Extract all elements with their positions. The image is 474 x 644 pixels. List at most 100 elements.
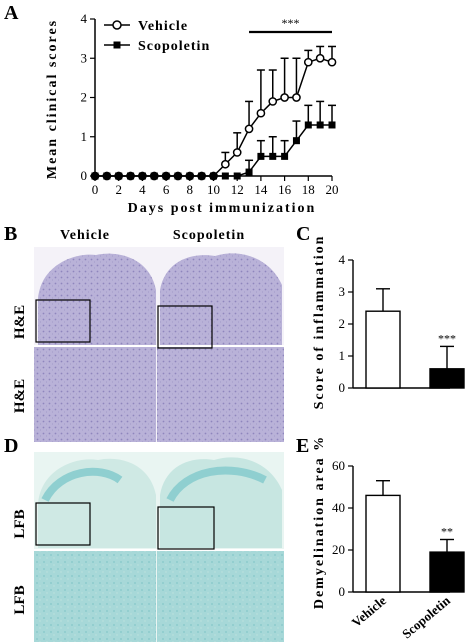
he-section-scopoletin: [160, 253, 282, 345]
chart-a-x-tick-label: 18: [302, 182, 315, 197]
data-point-scopoletin: [115, 172, 123, 180]
legend-label-vehicle: Vehicle: [138, 19, 188, 34]
chart-a-x-tick-label: 4: [139, 182, 146, 197]
panel-label-b: B: [4, 223, 17, 245]
data-point-scopoletin: [103, 172, 111, 180]
chart-a-y-tick-label: 3: [81, 50, 88, 65]
chart-e-ylabel: Demyelination area %: [312, 435, 327, 609]
lfb-histology-panel: LFB LFB: [12, 452, 284, 642]
data-point-vehicle: [303, 57, 313, 67]
chart-a-ylabel: Mean clinical scores: [45, 19, 60, 179]
bar-significance-label: **: [441, 525, 453, 539]
data-point-scopoletin: [245, 168, 253, 176]
he-zoom-scopoletin: [157, 347, 284, 442]
he-section-vehicle: [38, 253, 156, 345]
data-point-scopoletin: [150, 172, 158, 180]
chart-y-tick-label: 2: [339, 316, 346, 331]
data-point-vehicle: [268, 97, 278, 106]
inflammation-bar-chart: Score of inflammation 0 1 2 3 4 ***: [312, 235, 465, 410]
data-point-scopoletin: [174, 172, 182, 180]
lfb-roi-box-scopoletin: [157, 506, 215, 550]
data-point-scopoletin: [292, 137, 300, 145]
chart-a-x-tick-label: 12: [231, 182, 244, 197]
data-point-vehicle: [327, 57, 337, 67]
lfb-zoom-vehicle: [34, 551, 156, 642]
panel-label-e: E: [296, 435, 309, 457]
clinical-score-line-chart: Mean clinical scores Days post immunizat…: [45, 11, 339, 216]
lfb-roi-box-vehicle: [35, 502, 91, 546]
lfb-stain-label-bottom: LFB: [12, 585, 28, 614]
data-point-scopoletin: [210, 172, 217, 180]
legend-label-scopoletin: Scopoletin: [138, 39, 210, 54]
chart-y-tick-label: 0: [339, 380, 346, 395]
category-label-vehicle: Vehicle: [349, 593, 389, 630]
data-point-scopoletin: [162, 172, 170, 180]
lfb-zoom-scopoletin: [157, 551, 284, 642]
category-label-scopoletin: Scopoletin: [399, 592, 453, 641]
data-point-vehicle: [244, 124, 254, 134]
lfb-stain-label-top: LFB: [12, 509, 28, 538]
chart-a-y-tick-label: 1: [81, 129, 88, 144]
demyelination-bar-chart: Demyelination area % 0 20 40 60 Vehicle ** Sco…: [312, 435, 465, 641]
data-point-vehicle: [232, 148, 242, 157]
legend-marker-scopoletin: [113, 41, 121, 49]
chart-a-y-tick-label: 2: [81, 90, 88, 105]
legend-marker-vehicle: [112, 20, 122, 30]
panel-label-d: D: [4, 435, 18, 457]
data-point-scopoletin: [257, 152, 265, 160]
chart-a-x-tick-label: 20: [326, 182, 339, 197]
chart-y-tick-label: 40: [332, 500, 345, 515]
chart-y-tick-label: 4: [339, 252, 346, 267]
chart-y-tick-label: 20: [332, 542, 345, 557]
data-point-vehicle: [256, 108, 266, 118]
data-point-scopoletin: [198, 172, 206, 180]
data-point-scopoletin: [281, 152, 289, 160]
chart-y-tick-label: 1: [339, 348, 346, 363]
data-point-scopoletin: [91, 172, 99, 180]
chart-a-xlabel: Days post immunization: [128, 201, 317, 216]
chart-y-tick-label: 0: [339, 584, 346, 599]
bar-scopoletin: [429, 368, 465, 389]
bar-vehicle: [365, 494, 401, 593]
data-point-vehicle: [292, 93, 301, 102]
he-zoom-vehicle: [34, 347, 156, 442]
significance-label: ***: [282, 16, 300, 30]
bar-significance-label: ***: [438, 331, 456, 345]
data-point-scopoletin: [233, 172, 241, 180]
he-stain-label-top: H&E: [12, 305, 28, 339]
he-stain-label-bottom: H&E: [12, 379, 28, 413]
chart-a-y-tick-label: 4: [81, 11, 88, 26]
chart-a-y-tick-label: 0: [81, 168, 88, 183]
data-point-vehicle: [221, 159, 230, 169]
data-point-scopoletin: [304, 121, 312, 129]
he-roi-box-scopoletin: [157, 305, 213, 349]
data-point-vehicle: [315, 53, 325, 63]
chart-a-x-tick-label: 2: [115, 182, 122, 197]
data-point-scopoletin: [127, 172, 135, 180]
data-point-scopoletin: [186, 172, 194, 180]
he-histology-panel: Vehicle Scopoletin H&E H&E: [12, 228, 284, 442]
data-point-vehicle: [280, 93, 289, 102]
chart-a-x-tick-label: 16: [278, 182, 292, 197]
chart-a-x-tick-label: 14: [254, 182, 268, 197]
chart-a-x-tick-label: 0: [92, 182, 99, 197]
bar-vehicle: [365, 310, 401, 389]
bar-scopoletin: [429, 551, 465, 593]
chart-a-x-tick-label: 6: [163, 182, 170, 197]
lfb-myelin-staining: [41, 466, 267, 503]
data-point-scopoletin: [221, 172, 229, 180]
he-col-scopoletin: Scopoletin: [173, 228, 245, 243]
chart-y-tick-label: 3: [339, 284, 346, 299]
he-roi-box-vehicle: [35, 299, 91, 343]
data-point-scopoletin: [138, 172, 146, 180]
he-col-vehicle: Vehicle: [60, 228, 110, 243]
panel-label-a: A: [4, 2, 19, 24]
chart-a-x-tick-label: 10: [207, 182, 220, 197]
data-point-scopoletin: [269, 152, 277, 160]
chart-c-ylabel: Score of inflammation: [312, 235, 327, 410]
chart-a-x-tick-label: 8: [187, 182, 194, 197]
data-point-scopoletin: [316, 121, 324, 129]
chart-y-tick-label: 60: [332, 458, 345, 473]
data-point-scopoletin: [328, 121, 336, 129]
